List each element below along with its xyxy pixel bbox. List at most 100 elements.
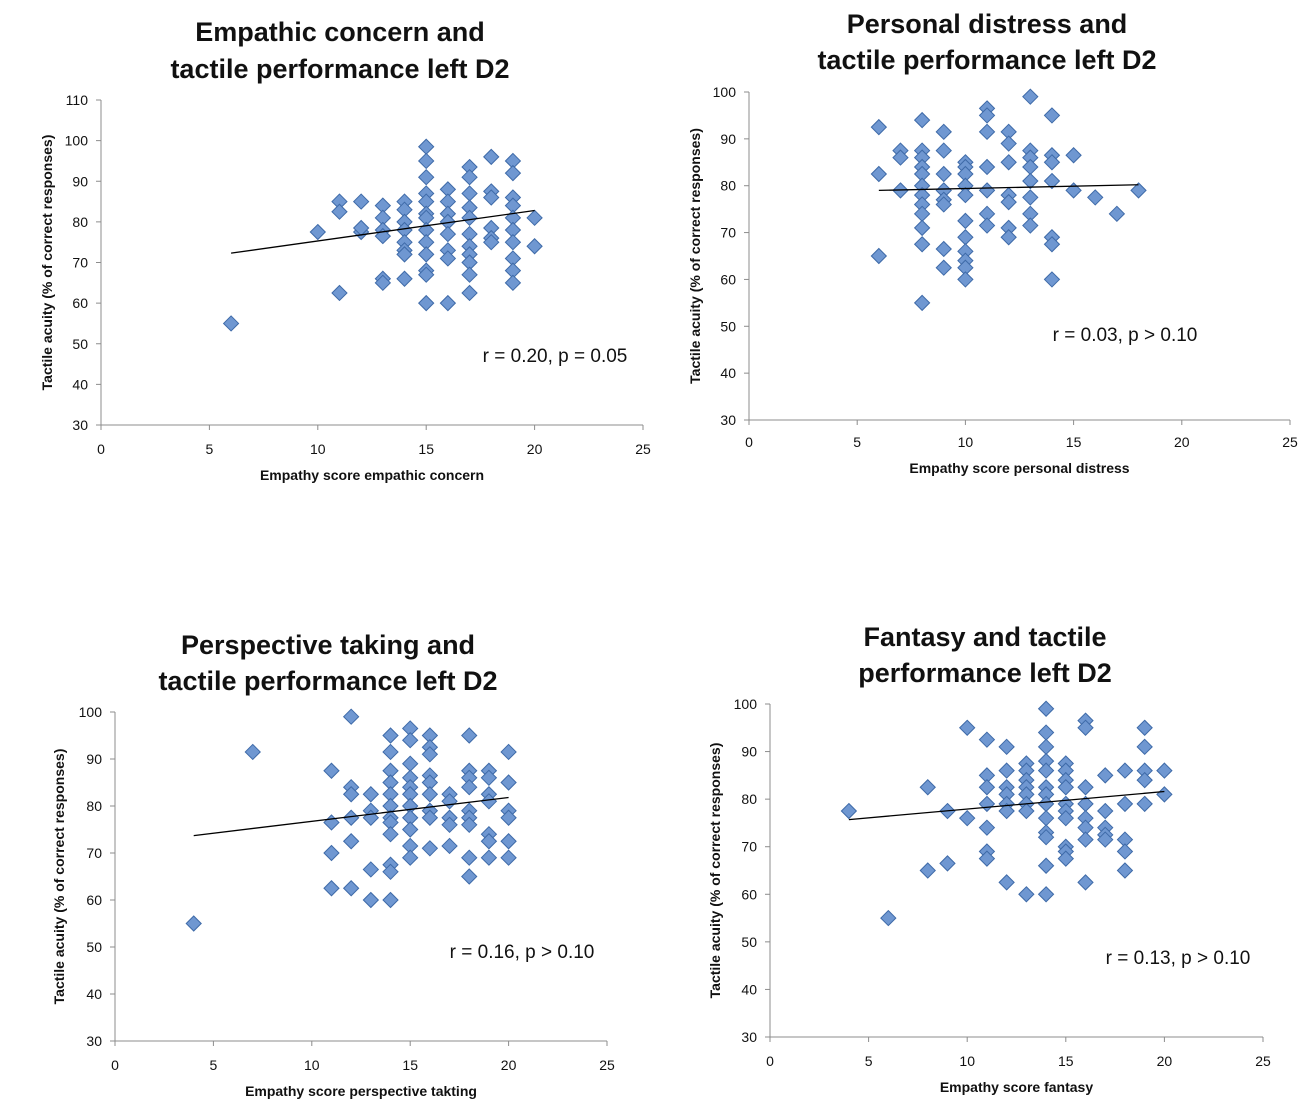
data-point	[1043, 236, 1061, 253]
data-point	[1037, 795, 1055, 813]
data-point	[919, 779, 936, 796]
scatter-chart-1: Empathic concern and tactile performance …	[39, 17, 651, 483]
y-tick-label: 100	[734, 696, 758, 712]
data-point	[935, 196, 952, 213]
data-point	[870, 247, 888, 265]
scatter-chart-4: Fantasy and tactile performance left D2 30…	[707, 622, 1271, 1095]
data-point	[978, 123, 996, 141]
data-point	[362, 786, 380, 803]
data-point	[500, 849, 517, 866]
data-point	[892, 149, 909, 166]
data-point	[396, 270, 413, 287]
data-point	[1116, 862, 1134, 879]
y-tick-label: 100	[713, 84, 737, 100]
data-point	[1037, 738, 1055, 756]
x-tick-label: 5	[853, 434, 861, 450]
data-point	[439, 294, 457, 312]
data-point	[461, 185, 478, 202]
data-point	[362, 891, 380, 909]
x-tick-label: 15	[418, 441, 434, 457]
data-point	[998, 738, 1015, 756]
data-point	[913, 294, 931, 312]
data-point	[401, 755, 419, 772]
y-tick-label: 30	[741, 1029, 757, 1045]
x-tick-label: 25	[635, 441, 651, 457]
data-point	[957, 271, 974, 288]
y-tick-label: 80	[741, 791, 757, 807]
data-point	[461, 209, 478, 227]
data-point	[382, 727, 399, 744]
data-point	[1037, 886, 1055, 903]
data-point	[362, 861, 380, 878]
x-tick-label: 10	[304, 1057, 320, 1073]
data-point	[1136, 795, 1153, 813]
data-point	[483, 233, 500, 251]
data-point	[483, 189, 500, 206]
y-tick-label: 90	[720, 131, 736, 147]
data-point	[500, 774, 517, 791]
y-tick-label: 100	[79, 704, 103, 720]
data-point	[1043, 271, 1061, 288]
data-point	[957, 212, 974, 230]
trend-line	[878, 184, 1139, 192]
data-point	[1022, 158, 1039, 176]
chart-title-line: Empathic concern and	[195, 17, 485, 47]
data-point	[978, 795, 996, 813]
data-point	[913, 205, 931, 223]
data-point	[870, 118, 888, 136]
data-point	[401, 849, 419, 866]
correlation-annotation: r = 0.13, p > 0.10	[1106, 948, 1251, 969]
data-point	[1116, 762, 1134, 779]
data-point	[935, 240, 952, 258]
y-tick-label: 50	[741, 934, 757, 950]
y-tick-label: 50	[72, 336, 88, 352]
data-point	[1037, 809, 1055, 827]
y-tick-label: 40	[720, 365, 736, 381]
data-point	[935, 123, 952, 141]
data-point	[1037, 700, 1055, 717]
data-point	[396, 246, 413, 263]
y-tick-label: 70	[86, 845, 102, 861]
data-point	[957, 186, 974, 204]
data-point	[1018, 886, 1035, 903]
x-tick-label: 25	[1282, 434, 1298, 450]
data-point	[1037, 762, 1055, 779]
data-point	[1037, 857, 1055, 874]
data-point	[480, 769, 498, 787]
data-point	[1116, 843, 1134, 860]
data-point	[417, 294, 435, 312]
x-tick-label: 0	[111, 1057, 119, 1073]
data-point	[1043, 107, 1061, 124]
y-tick-label: 70	[741, 839, 757, 855]
data-point	[1043, 154, 1061, 171]
data-point	[342, 833, 360, 850]
data-point	[1077, 779, 1094, 796]
chart-title-line: tactile performance left D2	[817, 45, 1156, 75]
data-point	[1077, 719, 1094, 736]
data-point	[958, 719, 976, 736]
data-point	[978, 182, 996, 199]
trend-line	[193, 796, 509, 837]
scatter-chart-2: Personal distress and tactile performance…	[687, 9, 1298, 476]
x-tick-label: 5	[865, 1053, 873, 1069]
data-point	[417, 266, 435, 283]
data-point	[323, 844, 340, 862]
data-point	[1057, 809, 1075, 827]
data-point	[439, 225, 457, 243]
data-point	[417, 246, 435, 263]
data-point	[504, 274, 522, 292]
data-point	[1077, 874, 1094, 891]
trend-line	[848, 790, 1165, 821]
x-tick-label: 5	[206, 441, 214, 457]
data-point	[500, 743, 517, 761]
data-point	[331, 203, 348, 220]
y-tick-label: 50	[720, 318, 736, 334]
data-point	[1065, 147, 1082, 164]
trend-line	[230, 209, 535, 254]
data-point	[1065, 182, 1082, 199]
data-point	[1022, 217, 1039, 234]
y-tick-label: 60	[86, 892, 102, 908]
y-tick-label: 90	[72, 173, 88, 189]
data-point	[461, 849, 478, 866]
data-point	[421, 746, 439, 763]
